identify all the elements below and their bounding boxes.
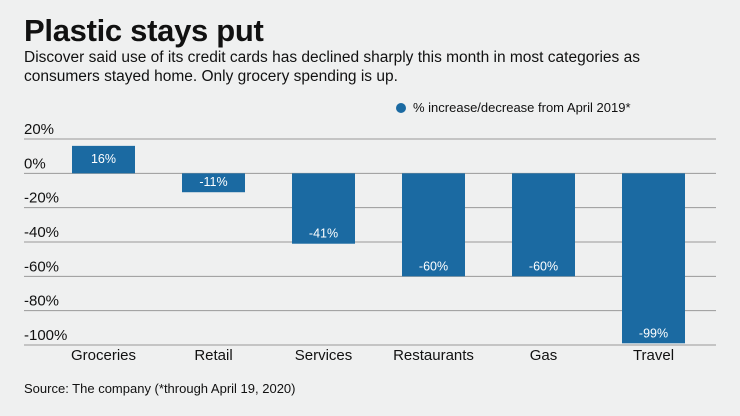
chart-subtitle: Discover said use of its credit cards ha… [24, 49, 640, 85]
x-tick-label: Restaurants [393, 347, 474, 364]
x-tick-label: Services [295, 347, 353, 364]
y-tick-label: -20% [24, 190, 59, 207]
bar-groceries [72, 145, 135, 174]
grid-lines [24, 138, 716, 346]
data-labels: 16% -11% -41% -60% -60% -99% [91, 152, 668, 340]
data-label: -60% [529, 259, 558, 273]
legend-label: % increase/decrease from April 2019* [413, 100, 631, 115]
y-tick-label: -40% [24, 224, 59, 241]
data-label: -41% [309, 227, 338, 241]
y-tick-label: -80% [24, 293, 59, 310]
bar-gas [512, 173, 575, 277]
bar-travel [622, 173, 685, 344]
data-label: -11% [199, 175, 227, 189]
source-note: Source: The company (*through April 19, … [24, 381, 296, 396]
bar-services [292, 173, 355, 244]
legend: % increase/decrease from April 2019* [396, 100, 631, 115]
y-tick-label: -100% [24, 327, 67, 344]
x-tick-label: Retail [194, 347, 232, 364]
chart-title: Plastic stays put [24, 13, 264, 48]
y-tick-label: -60% [24, 258, 59, 275]
x-tick-label: Gas [530, 347, 558, 364]
x-tick-label: Groceries [71, 347, 136, 364]
x-axis-ticks: Groceries Retail Services Restaurants Gas Tra… [71, 347, 674, 364]
y-tick-label: 20% [24, 121, 54, 138]
bar-restaurants [402, 173, 465, 277]
bar-retail [182, 173, 245, 193]
x-tick-label: Travel [633, 347, 674, 364]
bars [72, 145, 685, 344]
data-label: -99% [639, 326, 668, 340]
data-label: 16% [91, 152, 116, 166]
y-axis-ticks: 20% 0% -20% -40% -60% -80% -100% [24, 121, 67, 344]
y-tick-label: 0% [24, 155, 46, 172]
data-label: -60% [419, 259, 448, 273]
legend-swatch [396, 102, 406, 113]
